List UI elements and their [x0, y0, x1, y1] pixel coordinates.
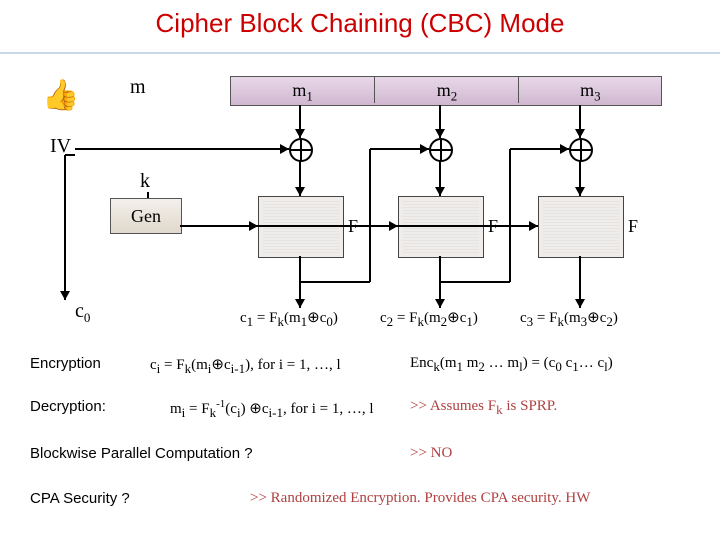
xor-2	[429, 138, 453, 162]
encryption-result: Enck(m1 m2 … ml) = (c0 c1… cl)	[410, 355, 613, 375]
encryption-formula: ci = Fk(mi⊕ci-1), for i = 1, …, l	[150, 355, 341, 377]
cipher-output-3: c3 = Fk(m3⊕c2)	[520, 308, 618, 330]
thumb-icon: 👍	[42, 78, 79, 113]
f-label-1: F	[348, 216, 358, 237]
f-box-2	[398, 196, 484, 258]
page-title: Cipher Block Chaining (CBC) Mode	[0, 0, 720, 39]
cpa-question: CPA Security ?	[30, 490, 130, 507]
gen-box: Gen	[110, 198, 182, 234]
f-label-2: F	[488, 216, 498, 237]
decryption-note: >> Assumes Fk is SPRP.	[410, 398, 557, 418]
msg-cell-1: m1	[231, 77, 374, 103]
msg-cell-3: m3	[518, 77, 662, 103]
message-blocks-bar: m1m2m3	[230, 76, 662, 106]
c0-label: c0	[75, 300, 90, 326]
msg-cell-2: m2	[374, 77, 518, 103]
f-label-3: F	[628, 216, 638, 237]
cpa-answer: >> Randomized Encryption. Provides CPA s…	[250, 490, 590, 507]
m-label: m	[130, 76, 146, 99]
iv-label: IV	[50, 135, 71, 158]
parallel-answer: >> NO	[410, 445, 452, 462]
cipher-output-2: c2 = Fk(m2⊕c1)	[380, 308, 478, 330]
encryption-label: Encryption	[30, 355, 101, 372]
xor-3	[569, 138, 593, 162]
k-label: k	[140, 170, 150, 193]
decryption-label: Decryption:	[30, 398, 106, 415]
f-box-1	[258, 196, 344, 258]
parallel-question: Blockwise Parallel Computation ?	[30, 445, 253, 462]
f-box-3	[538, 196, 624, 258]
title-underline	[0, 52, 720, 54]
cipher-output-1: c1 = Fk(m1⊕c0)	[240, 308, 338, 330]
decryption-formula: mi = Fk-1(ci) ⊕ci-1, for i = 1, …, l	[170, 398, 374, 421]
xor-1	[289, 138, 313, 162]
